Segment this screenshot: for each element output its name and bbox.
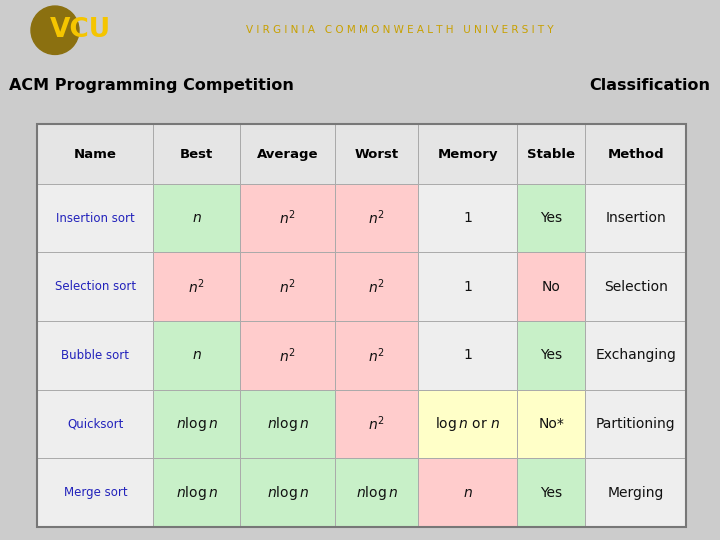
Bar xyxy=(336,458,418,527)
Bar xyxy=(518,184,585,252)
Bar xyxy=(518,321,585,390)
Bar xyxy=(418,458,518,527)
Text: $n \log n$: $n \log n$ xyxy=(266,484,309,502)
Bar xyxy=(418,321,518,390)
Text: $n \log n$: $n \log n$ xyxy=(176,484,217,502)
Bar xyxy=(585,321,686,390)
Text: $n^2$: $n^2$ xyxy=(369,209,385,227)
Bar xyxy=(518,390,585,458)
Bar xyxy=(585,252,686,321)
Text: Exchanging: Exchanging xyxy=(595,348,676,362)
Bar xyxy=(418,124,518,184)
Text: $n$: $n$ xyxy=(192,211,202,225)
Text: $n \log n$: $n \log n$ xyxy=(266,415,309,433)
Text: 1: 1 xyxy=(463,348,472,362)
Text: $n \log n$: $n \log n$ xyxy=(356,484,397,502)
Bar xyxy=(518,252,585,321)
Text: Insertion: Insertion xyxy=(606,211,666,225)
Text: $n^2$: $n^2$ xyxy=(369,346,385,364)
Text: VCU: VCU xyxy=(50,17,111,43)
Bar xyxy=(418,390,518,458)
Text: $n^2$: $n^2$ xyxy=(279,346,296,364)
Text: No: No xyxy=(542,280,561,294)
Bar xyxy=(336,252,418,321)
Bar xyxy=(240,252,336,321)
Text: 1: 1 xyxy=(463,280,472,294)
Text: Insertion sort: Insertion sort xyxy=(56,212,135,225)
Bar xyxy=(153,390,240,458)
Bar xyxy=(336,321,418,390)
Bar xyxy=(153,184,240,252)
Text: Yes: Yes xyxy=(540,211,562,225)
Bar xyxy=(585,458,686,527)
Bar xyxy=(37,252,153,321)
Bar xyxy=(153,124,240,184)
Bar xyxy=(240,184,336,252)
Bar xyxy=(518,124,585,184)
Text: 1: 1 xyxy=(463,211,472,225)
Circle shape xyxy=(31,6,79,55)
Text: Best: Best xyxy=(180,147,213,160)
Text: Average: Average xyxy=(257,147,318,160)
Bar xyxy=(518,458,585,527)
Bar xyxy=(240,124,336,184)
Text: Merging: Merging xyxy=(608,486,664,500)
Text: Yes: Yes xyxy=(540,486,562,500)
Text: Selection sort: Selection sort xyxy=(55,280,136,293)
Bar xyxy=(153,321,240,390)
Text: $n \log n$: $n \log n$ xyxy=(176,415,217,433)
Text: Name: Name xyxy=(74,147,117,160)
Text: Merge sort: Merge sort xyxy=(63,487,127,500)
Text: Partitioning: Partitioning xyxy=(596,417,675,431)
Text: Classification: Classification xyxy=(590,78,711,93)
Text: Bubble sort: Bubble sort xyxy=(61,349,130,362)
Bar xyxy=(240,458,336,527)
Text: ACM Programming Competition: ACM Programming Competition xyxy=(9,78,294,93)
Text: Memory: Memory xyxy=(438,147,498,160)
Bar xyxy=(240,390,336,458)
Text: Method: Method xyxy=(608,147,664,160)
Bar xyxy=(336,184,418,252)
Bar xyxy=(336,124,418,184)
Text: $n^2$: $n^2$ xyxy=(369,278,385,296)
Text: Stable: Stable xyxy=(527,147,575,160)
Bar xyxy=(37,321,153,390)
Text: $n$: $n$ xyxy=(463,486,472,500)
Bar xyxy=(418,252,518,321)
Text: Selection: Selection xyxy=(604,280,667,294)
Bar xyxy=(240,321,336,390)
Text: Worst: Worst xyxy=(355,147,399,160)
Bar xyxy=(585,390,686,458)
Text: No*: No* xyxy=(539,417,564,431)
Bar xyxy=(37,390,153,458)
Bar xyxy=(153,458,240,527)
Text: $n^2$: $n^2$ xyxy=(369,415,385,434)
Bar xyxy=(585,124,686,184)
Bar xyxy=(37,184,153,252)
Bar xyxy=(37,458,153,527)
Text: $\log n$ or $n$: $\log n$ or $n$ xyxy=(435,415,500,433)
Text: $n$: $n$ xyxy=(192,348,202,362)
Text: Yes: Yes xyxy=(540,348,562,362)
Bar xyxy=(418,184,518,252)
Text: Quicksort: Quicksort xyxy=(67,417,124,430)
Bar xyxy=(336,390,418,458)
Bar xyxy=(37,124,153,184)
Bar xyxy=(153,252,240,321)
Bar xyxy=(585,184,686,252)
Text: $n^2$: $n^2$ xyxy=(279,209,296,227)
Text: V I R G I N I A   C O M M O N W E A L T H   U N I V E R S I T Y: V I R G I N I A C O M M O N W E A L T H … xyxy=(246,25,554,35)
Text: $n^2$: $n^2$ xyxy=(279,278,296,296)
Text: $n^2$: $n^2$ xyxy=(189,278,205,296)
